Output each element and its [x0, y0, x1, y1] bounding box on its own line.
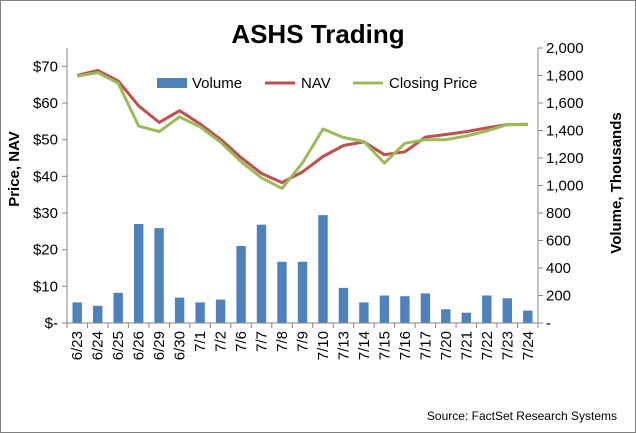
volume-bar: [236, 246, 246, 323]
volume-bar: [338, 287, 349, 323]
source-note: Source: FactSet Research Systems: [427, 409, 617, 423]
volume-bar: [379, 295, 390, 323]
volume-bar: [174, 297, 185, 323]
right-axis-title: Volume, Thousands: [608, 112, 625, 253]
legend: Volume NAV Closing Price: [157, 75, 477, 92]
volume-bar: [113, 292, 123, 324]
x-tick-label: 6/23: [69, 331, 86, 360]
legend-label-volume: Volume: [192, 75, 242, 92]
volume-bars: [72, 215, 533, 324]
left-axis-ticks: $- $10 $20 $30 $40 $50 $60 $70: [33, 58, 67, 332]
price-lines: [76, 68, 528, 190]
volume-bar: [297, 261, 308, 323]
right-tick-label: 1,800: [546, 68, 584, 85]
x-tick-label: 7/7: [254, 331, 271, 352]
volume-bar: [215, 299, 226, 323]
volume-bar: [318, 215, 328, 323]
left-tick-label: $70: [33, 58, 58, 75]
closing-price-line: [76, 71, 528, 190]
volume-bar: [502, 298, 512, 324]
x-tick-label: 6/29: [151, 331, 168, 360]
x-tick-label: 7/15: [376, 331, 393, 360]
x-tick-label: 7/23: [499, 331, 516, 360]
left-tick-label: $30: [33, 205, 58, 222]
x-tick-label: 7/20: [438, 331, 455, 360]
left-tick-label: $50: [33, 132, 58, 149]
volume-bar: [482, 295, 492, 323]
x-tick-label: 7/22: [479, 331, 496, 360]
volume-bar: [93, 305, 103, 323]
volume-bar: [72, 302, 82, 323]
x-tick-label: 7/24: [520, 331, 537, 360]
right-tick-label: -: [546, 315, 551, 332]
x-tick-label: 7/1: [192, 331, 209, 352]
chart-title: ASHS Trading: [231, 19, 404, 49]
x-tick-label: 7/10: [315, 331, 332, 360]
left-tick-label: $-: [45, 315, 58, 332]
x-tick-label: 7/16: [397, 331, 414, 360]
left-tick-label: $40: [33, 168, 58, 185]
x-tick-label: 7/13: [335, 331, 352, 360]
right-tick-label: 800: [546, 205, 571, 222]
x-tick-label: 7/14: [356, 331, 373, 360]
left-tick-label: $20: [33, 242, 58, 259]
volume-bar: [420, 293, 431, 323]
volume-bar: [461, 312, 471, 323]
legend-swatch-volume: [157, 78, 187, 88]
legend-label-closing-price: Closing Price: [389, 75, 477, 92]
volume-bar: [359, 302, 369, 323]
x-tick-label: 7/17: [417, 331, 434, 360]
right-tick-label: 1,000: [546, 178, 584, 195]
x-axis-ticks: 6/23 6/24 6/25 6/26 6/29 6/30 7/1 7/2 7/6 7/7 7/8 7…: [66, 323, 539, 360]
x-tick-label: 7/9: [295, 331, 312, 352]
right-tick-label: 1,600: [546, 95, 584, 112]
right-tick-label: 600: [546, 233, 571, 250]
volume-bar: [195, 302, 205, 323]
x-tick-label: 7/8: [274, 331, 291, 352]
volume-bar: [154, 228, 164, 323]
right-axis-ticks: - 200 400 600 800 1,000 1,200 1,400 1,600 1,800 2,…: [538, 40, 584, 332]
volume-bar: [441, 309, 451, 324]
nav-line: [76, 68, 528, 185]
volume-bar: [256, 224, 267, 323]
right-tick-label: 200: [546, 288, 571, 305]
left-axis-title: Price, NAV: [6, 131, 23, 207]
x-tick-label: 7/6: [233, 331, 250, 352]
x-tick-label: 6/26: [131, 331, 148, 360]
volume-bar: [523, 310, 533, 323]
volume-bar: [400, 296, 410, 323]
right-tick-label: 400: [546, 260, 571, 277]
x-tick-label: 6/25: [110, 331, 127, 360]
right-tick-label: 2,000: [546, 40, 584, 57]
x-tick-label: 7/21: [458, 331, 475, 360]
left-tick-label: $60: [33, 95, 58, 112]
x-tick-label: 7/2: [213, 331, 230, 352]
volume-bar: [277, 261, 287, 323]
x-tick-label: 6/24: [90, 331, 107, 360]
x-tick-label: 6/30: [172, 331, 189, 360]
volume-bar: [134, 224, 144, 323]
left-tick-label: $10: [33, 278, 58, 295]
right-tick-label: 1,200: [546, 150, 584, 167]
legend-label-nav: NAV: [301, 75, 331, 92]
right-tick-label: 1,400: [546, 123, 584, 140]
